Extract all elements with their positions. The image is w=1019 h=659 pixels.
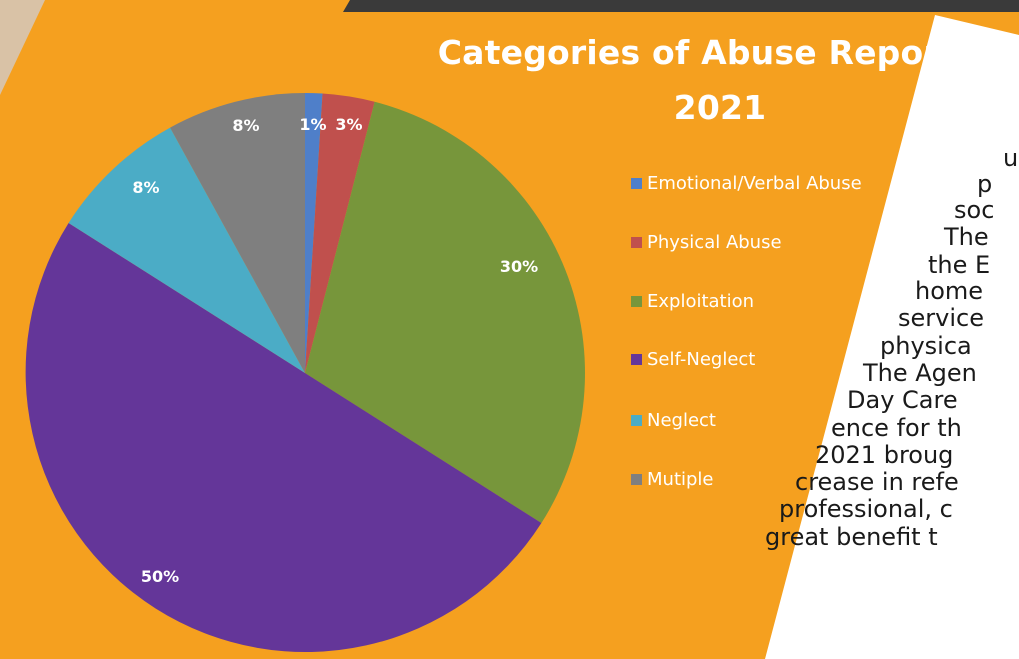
pie-slice-mutiple <box>170 93 305 373</box>
body-text-line: ence for th <box>831 414 962 442</box>
legend-swatch <box>631 177 642 189</box>
body-text-line: u <box>1003 144 1019 172</box>
legend-item: Mutiple <box>631 468 714 490</box>
body-text-line: The Agen <box>863 359 977 387</box>
legend-item: Neglect <box>631 409 716 431</box>
slice-data-label: 3% <box>335 115 362 134</box>
slice-data-label: 8% <box>232 116 259 135</box>
legend-swatch <box>631 414 642 426</box>
body-text-line: the E <box>928 251 991 279</box>
legend-item: Exploitation <box>631 290 754 312</box>
body-text-line: physica <box>880 332 972 360</box>
body-text-line: Day Care <box>847 386 958 414</box>
body-text-line: home <box>915 277 984 305</box>
slice-data-label: 30% <box>500 257 538 276</box>
legend-label: Physical Abuse <box>647 231 782 253</box>
pie-slice-neglect <box>68 127 305 373</box>
legend-swatch <box>631 473 642 485</box>
legend-label: Mutiple <box>647 468 714 490</box>
pie-slice-emotional-verbal-abuse <box>305 92 323 373</box>
body-text-line: p <box>977 170 993 198</box>
slice-data-label: 8% <box>132 178 159 197</box>
top-dark-bar <box>343 0 1019 12</box>
body-text-line: great benefit t <box>765 523 938 551</box>
legend-label: Self-Neglect <box>647 348 756 370</box>
white-text-panel <box>765 15 1019 659</box>
pie-slice-physical-abuse <box>305 93 375 374</box>
legend-item: Physical Abuse <box>631 231 782 253</box>
pie-slice-self-neglect <box>25 222 542 653</box>
body-text-line: professional, c <box>779 495 953 523</box>
legend-label: Neglect <box>647 409 716 431</box>
legend-swatch <box>631 295 642 307</box>
pie-slice-exploitation <box>305 101 585 524</box>
legend-swatch <box>631 353 642 365</box>
body-text-line: 2021 broug <box>815 441 954 469</box>
body-text-line: soc <box>954 196 995 224</box>
legend-item: Emotional/Verbal Abuse <box>631 172 862 194</box>
chart-title-line-1: Categories of Abuse Reported <box>437 33 1003 72</box>
legend-swatch <box>631 236 642 248</box>
slice-data-label: 1% <box>299 115 326 134</box>
legend-item: Self-Neglect <box>631 348 755 370</box>
legend-label: Emotional/Verbal Abuse <box>647 172 862 194</box>
chart-title-line-2: 2021 <box>673 88 767 127</box>
body-text-line: crease in refe <box>795 468 959 496</box>
body-text-line: The <box>944 223 989 251</box>
left-photo-strip <box>0 0 45 95</box>
legend-label: Exploitation <box>647 290 755 312</box>
slice-data-label: 50% <box>141 567 179 586</box>
body-text-line: service <box>898 304 984 332</box>
